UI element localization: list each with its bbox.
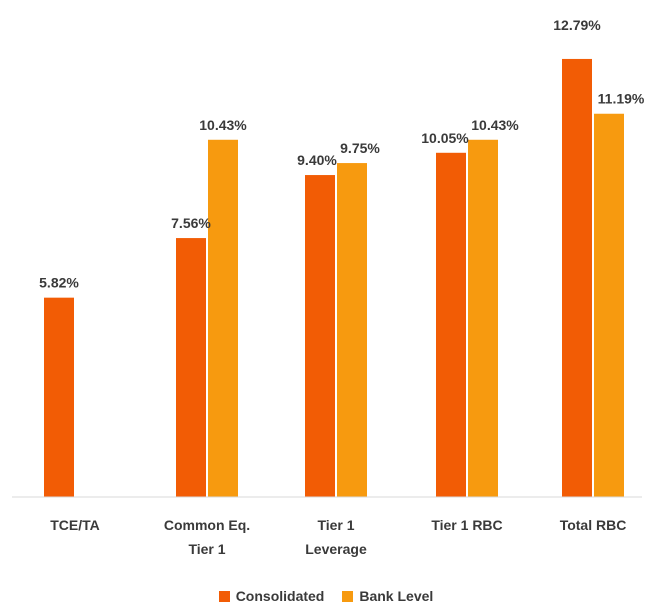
category-label-tce-ta: TCE/TA — [50, 517, 100, 533]
legend-swatch-bank-level — [342, 590, 354, 602]
legend-item-consolidated: Consolidated — [218, 588, 325, 604]
category-label-total-rbc: Total RBC — [560, 517, 627, 533]
value-label-consolidated-tce-ta: 5.82% — [39, 275, 79, 291]
legend-label-bank-level: Bank Level — [359, 588, 434, 604]
value-label-bank-level-common-eq-tier-1: 10.43% — [199, 117, 247, 133]
category-label-common-eq-tier-1: Common Eq. Tier 1 — [164, 517, 250, 557]
legend-label-consolidated: Consolidated — [235, 588, 325, 604]
value-label-consolidated-tier-1-rbc: 10.05% — [421, 130, 469, 146]
bar-bank-level-tier-1-leverage — [337, 163, 367, 497]
value-label-consolidated-common-eq-tier-1: 7.56% — [171, 215, 211, 231]
category-label-tier-1-rbc: Tier 1 RBC — [431, 517, 502, 533]
bar-consolidated-tier-1-leverage — [305, 175, 335, 498]
labels-layer: 5.82% TCE/TA 7.56% 10.43% Common Eq. Tier 1 9.… — [39, 17, 645, 557]
bar-consolidated-common-eq-tier-1 — [176, 238, 206, 497]
legend-item-bank-level: Bank Level — [342, 588, 433, 604]
bar-consolidated-tce-ta — [44, 297, 74, 497]
bar-consolidated-total-rbc — [562, 58, 592, 497]
value-label-bank-level-tier-1-rbc: 10.43% — [471, 117, 519, 133]
bar-bank-level-tier-1-rbc — [468, 139, 498, 497]
bar-consolidated-tier-1-rbc — [436, 152, 466, 497]
bar-bank-level-common-eq-tier-1 — [208, 139, 238, 497]
value-label-consolidated-total-rbc: 12.79% — [553, 17, 601, 33]
legend-swatch-consolidated — [218, 590, 230, 602]
value-label-consolidated-tier-1-leverage: 9.40% — [297, 152, 337, 168]
value-label-bank-level-tier-1-leverage: 9.75% — [340, 140, 380, 156]
value-label-bank-level-total-rbc: 11.19% — [598, 91, 645, 107]
legend: Consolidated Bank Level — [0, 588, 652, 604]
bar-bank-level-total-rbc — [594, 113, 624, 498]
category-label-tier-1-leverage: Tier 1 Leverage — [305, 517, 367, 557]
bars-layer — [44, 58, 624, 498]
